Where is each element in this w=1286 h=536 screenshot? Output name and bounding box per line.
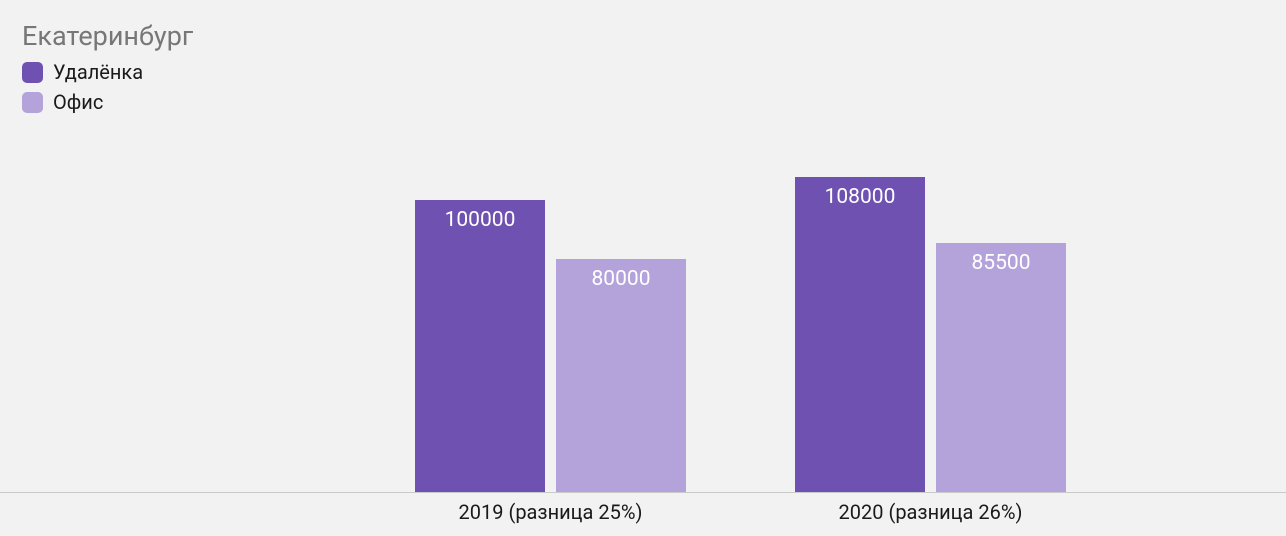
x-axis-label: 2019 (разница 25%): [459, 500, 643, 524]
chart-baseline: [0, 492, 1286, 493]
x-axis-label: 2020 (разница 26%): [839, 500, 1023, 524]
bar-remote: 108000: [795, 177, 925, 492]
bar-value: 85500: [971, 251, 1030, 275]
bar-office: 80000: [556, 259, 686, 492]
chart-area: 100000 80000 2019 (разница 25%) 108000 8…: [0, 0, 1286, 536]
bar-group-bars: 108000 85500: [795, 177, 1066, 492]
bar-value: 100000: [445, 208, 516, 232]
bar-value: 108000: [825, 185, 896, 209]
bar-remote: 100000: [415, 200, 545, 492]
bar-value: 80000: [591, 267, 650, 291]
bar-group-bars: 100000 80000: [415, 200, 686, 492]
bar-office: 85500: [936, 243, 1066, 492]
